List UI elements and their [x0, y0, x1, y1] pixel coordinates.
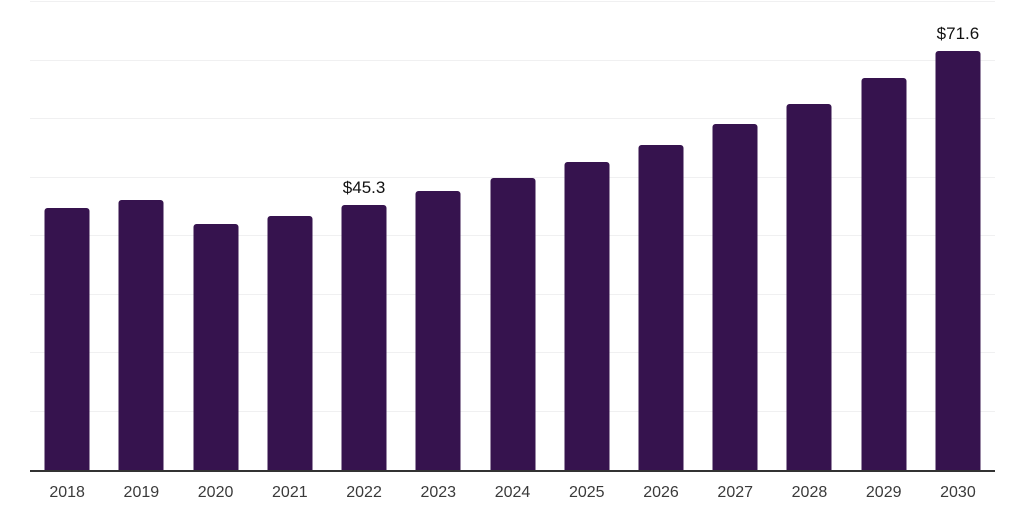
x-tick-2021: 2021 [272, 484, 308, 501]
bar-2028 [786, 103, 832, 470]
x-tick-2026: 2026 [643, 484, 679, 501]
bars-row: $45.3 $71.6 [30, 2, 995, 470]
bar-cell-2023 [401, 2, 475, 470]
x-tick-2018: 2018 [49, 484, 85, 501]
plot-area: $45.3 $71.6 [30, 1, 995, 472]
bar-cell-2022: $45.3 [327, 2, 401, 470]
bar-cell-2018 [30, 2, 104, 470]
bar-2030 [935, 51, 981, 470]
bar-cell-2030: $71.6 [921, 2, 995, 470]
x-tick-2022: 2022 [346, 484, 382, 501]
bar-2020 [193, 224, 239, 470]
x-tick-2028: 2028 [791, 484, 828, 501]
x-tick-2029: 2029 [865, 484, 902, 501]
bar-2022 [341, 205, 387, 470]
gridline-80 [30, 1, 995, 2]
x-axis-labels: 2018 2019 2020 2021 2022 2023 2024 2025 2026 2027… [30, 484, 995, 502]
bar-cell-2024 [475, 2, 549, 470]
bar-2024 [490, 177, 536, 470]
value-label-2030: $71.6 [936, 24, 980, 44]
bar-cell-2021 [253, 2, 327, 470]
bar-cell-2028 [772, 2, 846, 470]
gridline-50 [30, 176, 995, 178]
bar-cell-2025 [550, 2, 624, 470]
bar-chart: $45.3 $71.6 2018 2019 2020 2021 2022 2023 2024 2… [30, 1, 995, 510]
x-tick-2019: 2019 [123, 484, 160, 501]
bar-2023 [415, 190, 461, 470]
x-tick-2025: 2025 [568, 484, 605, 501]
x-tick-2030: 2030 [940, 484, 976, 501]
x-tick-2020: 2020 [197, 484, 234, 501]
bar-2025 [564, 161, 610, 470]
bar-cell-2026 [624, 2, 698, 470]
bar-2018 [44, 207, 90, 470]
gridline-70 [30, 59, 995, 61]
x-tick-2024: 2024 [494, 484, 531, 501]
bar-cell-2029 [847, 2, 921, 470]
bar-cell-2027 [698, 2, 772, 470]
x-tick-2023: 2023 [420, 484, 457, 501]
gridline-60 [30, 118, 995, 119]
bar-cell-2019 [104, 2, 178, 470]
x-tick-2027: 2027 [717, 484, 754, 501]
bar-2026 [638, 144, 684, 470]
bar-2019 [118, 199, 164, 470]
bar-2027 [712, 123, 758, 470]
bar-cell-2020 [178, 2, 252, 470]
bar-2029 [861, 78, 907, 470]
value-label-2022: $45.3 [342, 178, 386, 197]
bar-2021 [267, 216, 313, 470]
